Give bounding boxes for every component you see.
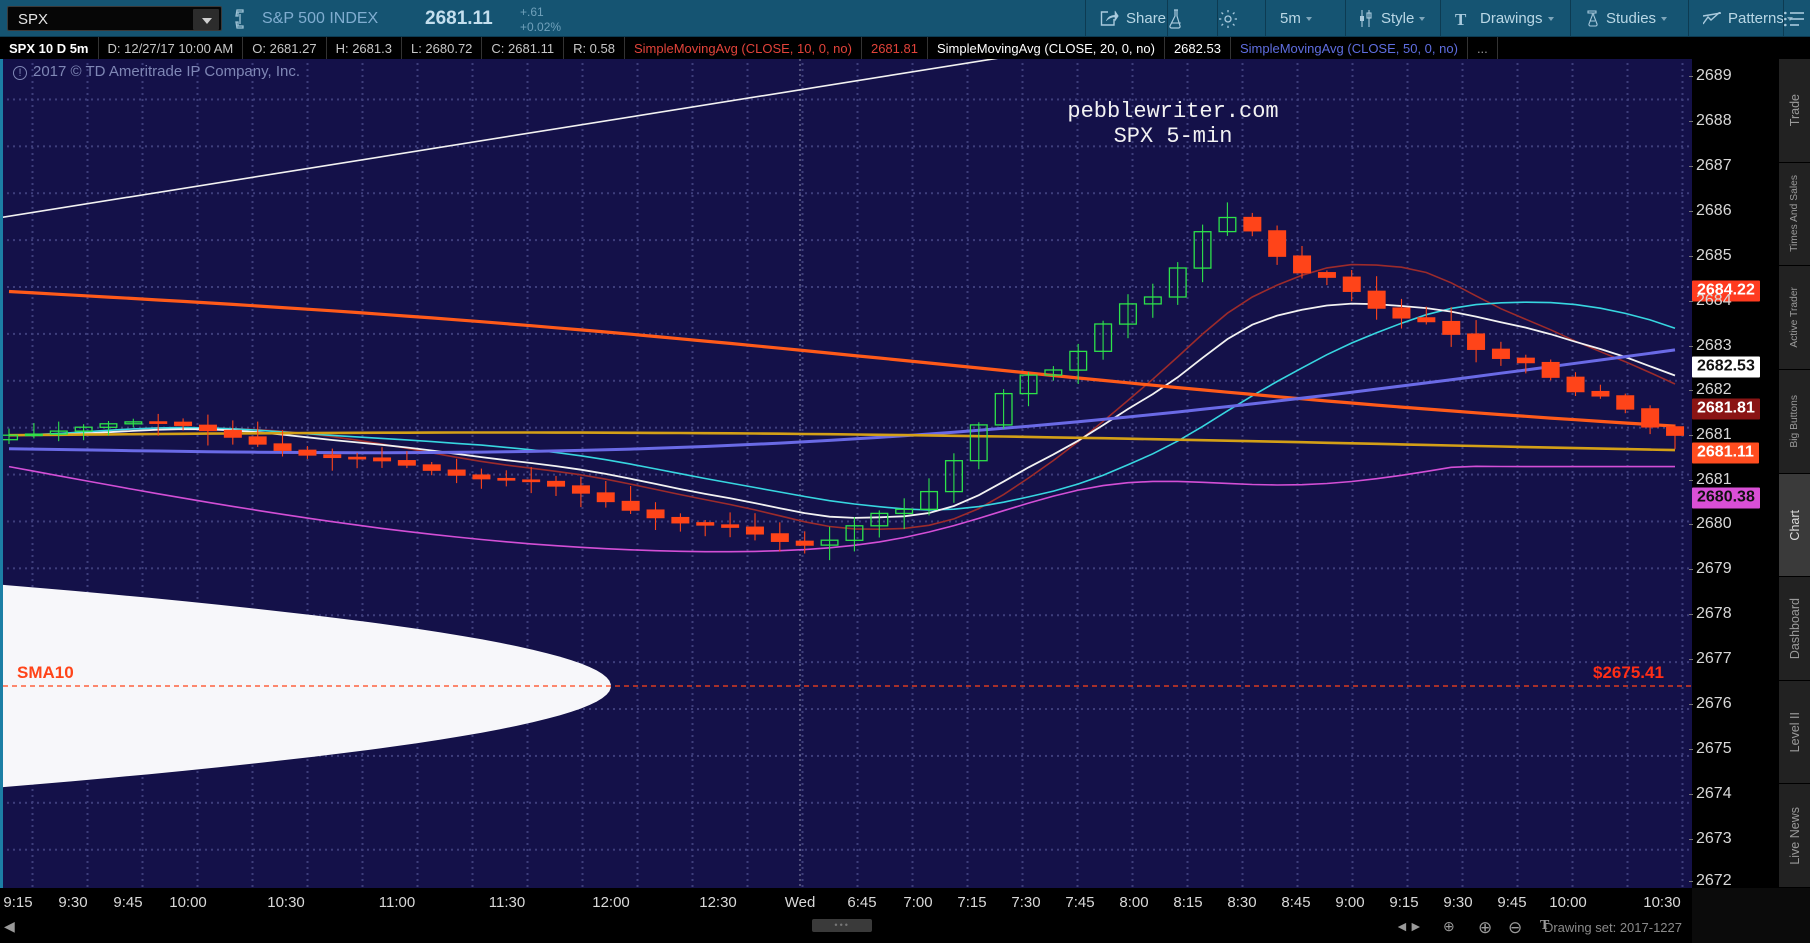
svg-text:T: T xyxy=(1455,11,1467,27)
